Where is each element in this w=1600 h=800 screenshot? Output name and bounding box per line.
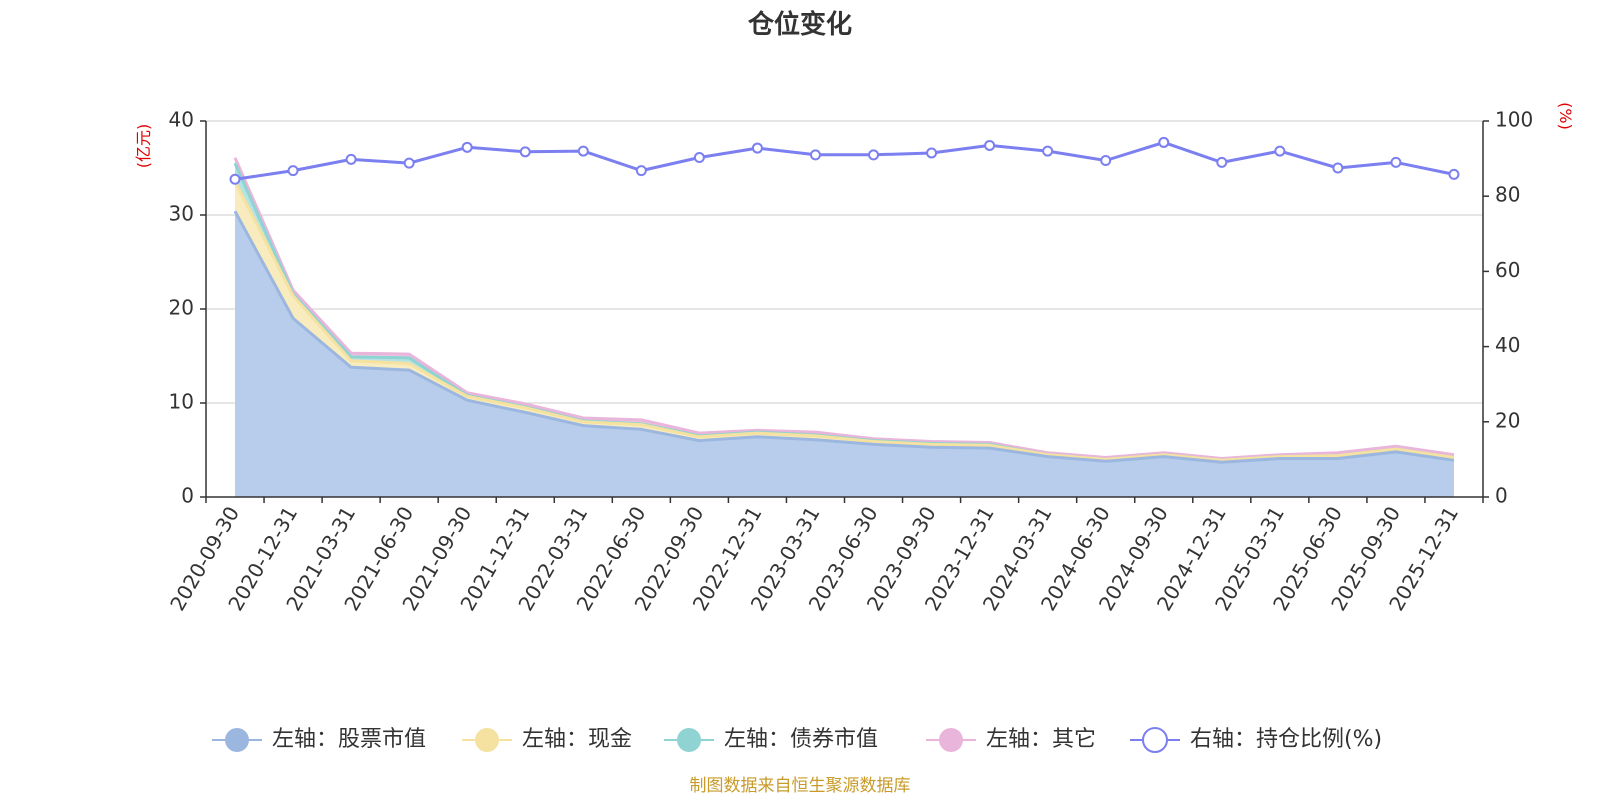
legend-marker [225,728,249,752]
legend-marker [475,728,499,752]
left-tick-label: 20 [169,296,194,320]
legend-label: 左轴：其它 [986,727,1096,752]
ratio-point [984,139,996,151]
ratio-point [1216,156,1228,168]
ratio-point [287,165,299,177]
ratio-point [1042,145,1054,157]
left-tick-label: 10 [169,390,194,414]
legend-marker [1142,727,1168,753]
ratio-point [1332,162,1344,174]
left-axis-unit: (亿元) [134,124,153,169]
legend-label: 左轴：现金 [522,727,632,752]
right-tick-label: 60 [1495,258,1520,282]
legend-marker [677,728,701,752]
ratio-point [868,149,880,161]
area-line-左轴：其它 [233,157,1455,460]
ratio-point [693,151,705,163]
area-line-左轴：现金 [233,180,1455,462]
x-axis-ticks: 2020-09-302020-12-312021-03-312021-06-30… [165,497,1484,615]
ratio-point [229,173,241,185]
ratio-point [461,141,473,153]
left-tick-label: 0 [181,484,194,508]
right-tick-label: 20 [1495,408,1520,432]
stacked-areas [235,157,1454,497]
right-tick-label: 40 [1495,333,1520,357]
ratio-point [345,153,357,165]
ratio-point [1390,156,1402,168]
ratio-point [403,157,415,169]
series-lines [229,136,1460,464]
area-左轴：股票市值 [235,211,1454,497]
grid-lines [206,120,1483,404]
right-axis-ticks: 0 20 40 60 80 100 [1483,108,1533,508]
ratio-point [751,142,763,154]
legend-marker [939,728,963,752]
right-tick-label: 100 [1495,108,1533,132]
ratio-point [1100,154,1112,166]
ratio-point [1274,145,1286,157]
ratio-point [577,145,589,157]
ratio-point [926,147,938,159]
legend: 左轴：股票市值 左轴：现金 左轴：债券市值 左轴：其它 右轴：持仓比例(%) [212,727,1382,753]
ratio-point [1448,168,1460,180]
source-note: 制图数据来自恒生聚源数据库 [690,776,911,796]
legend-label: 左轴：债券市值 [724,727,878,752]
legend-label: 左轴：股票市值 [272,727,426,752]
area-line-左轴：股票市值 [233,210,1455,464]
legend-label: 右轴：持仓比例(%) [1190,727,1382,752]
left-tick-label: 40 [169,108,194,132]
left-axis-ticks: 0 10 20 30 40 [169,108,206,508]
left-tick-label: 30 [169,202,194,226]
right-tick-label: 0 [1495,484,1508,508]
chart-title: 仓位变化 [747,9,852,40]
ratio-point [1158,136,1170,148]
right-tick-label: 80 [1495,183,1520,207]
ratio-point [809,149,821,161]
ratio-point [635,165,647,177]
ratio-point [519,146,531,158]
ratio-line [234,140,1455,181]
right-axis-unit: (%) [1556,102,1575,130]
